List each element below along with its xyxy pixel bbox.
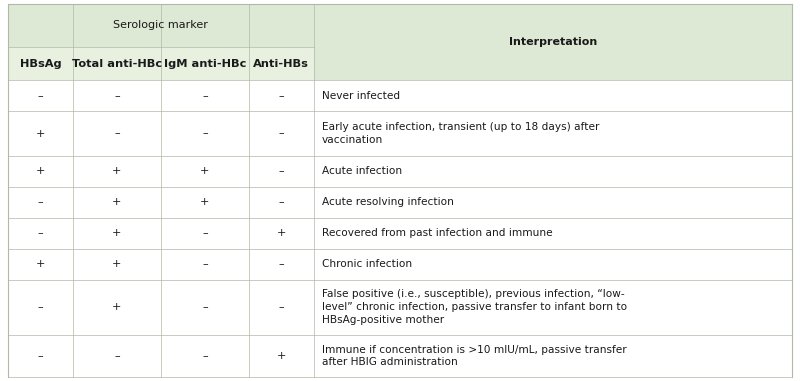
Text: Serologic marker: Serologic marker bbox=[114, 20, 208, 30]
Text: –: – bbox=[202, 259, 207, 269]
Bar bbox=[8, 80, 792, 112]
Text: +: + bbox=[112, 302, 122, 312]
Text: +: + bbox=[112, 228, 122, 238]
Bar bbox=[8, 47, 314, 80]
Text: False positive (i.e., susceptible), previous infection, “low-
level” chronic inf: False positive (i.e., susceptible), prev… bbox=[322, 290, 627, 325]
Text: –: – bbox=[114, 91, 120, 101]
Bar bbox=[8, 249, 792, 280]
Text: Acute resolving infection: Acute resolving infection bbox=[322, 197, 454, 207]
Text: +: + bbox=[36, 166, 46, 176]
Text: +: + bbox=[36, 128, 46, 139]
Text: –: – bbox=[202, 228, 207, 238]
Bar bbox=[8, 4, 314, 47]
Text: Acute infection: Acute infection bbox=[322, 166, 402, 176]
Text: –: – bbox=[278, 302, 284, 312]
Text: –: – bbox=[38, 351, 43, 361]
Text: –: – bbox=[114, 128, 120, 139]
Text: +: + bbox=[36, 259, 46, 269]
Text: –: – bbox=[202, 91, 207, 101]
Text: –: – bbox=[38, 302, 43, 312]
Text: –: – bbox=[114, 351, 120, 361]
Text: IgM anti-HBc: IgM anti-HBc bbox=[163, 59, 246, 69]
Bar bbox=[8, 112, 792, 155]
Text: +: + bbox=[277, 351, 286, 361]
Bar bbox=[8, 218, 792, 249]
Text: Anti-HBs: Anti-HBs bbox=[254, 59, 309, 69]
Text: +: + bbox=[200, 166, 210, 176]
Text: Recovered from past infection and immune: Recovered from past infection and immune bbox=[322, 228, 552, 238]
Text: Interpretation: Interpretation bbox=[509, 37, 597, 47]
Bar bbox=[8, 335, 792, 377]
Text: Chronic infection: Chronic infection bbox=[322, 259, 412, 269]
Text: –: – bbox=[278, 259, 284, 269]
Text: +: + bbox=[112, 197, 122, 207]
Text: –: – bbox=[278, 197, 284, 207]
Text: –: – bbox=[38, 228, 43, 238]
Bar bbox=[8, 280, 792, 335]
Text: –: – bbox=[38, 91, 43, 101]
Text: +: + bbox=[277, 228, 286, 238]
Text: –: – bbox=[202, 351, 207, 361]
Bar bbox=[8, 155, 792, 187]
Text: Early acute infection, transient (up to 18 days) after
vaccination: Early acute infection, transient (up to … bbox=[322, 122, 599, 145]
Text: –: – bbox=[278, 128, 284, 139]
Text: –: – bbox=[202, 302, 207, 312]
Text: –: – bbox=[278, 91, 284, 101]
Text: Never infected: Never infected bbox=[322, 91, 400, 101]
Text: Immune if concentration is >10 mIU/mL, passive transfer
after HBIG administratio: Immune if concentration is >10 mIU/mL, p… bbox=[322, 345, 626, 367]
Text: HBsAg: HBsAg bbox=[20, 59, 62, 69]
Text: Total anti-HBc: Total anti-HBc bbox=[72, 59, 162, 69]
Bar bbox=[8, 187, 792, 218]
Text: –: – bbox=[278, 166, 284, 176]
Bar bbox=[314, 4, 792, 80]
Text: +: + bbox=[200, 197, 210, 207]
Text: –: – bbox=[38, 197, 43, 207]
Text: +: + bbox=[112, 259, 122, 269]
Text: –: – bbox=[202, 128, 207, 139]
Text: +: + bbox=[112, 166, 122, 176]
